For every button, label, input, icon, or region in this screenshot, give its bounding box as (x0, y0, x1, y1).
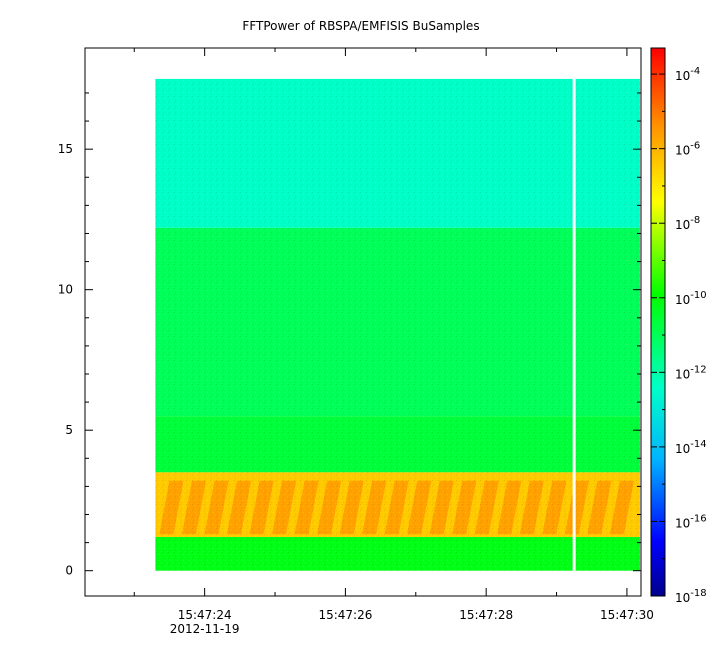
colorbar-tick-label: 10-16 (675, 513, 707, 530)
y-tick-label: 15 (58, 142, 73, 156)
colorbar-ticks: 10-4 10-6 10-8 10-10 10-12 10-14 10-16 10-18 (651, 66, 707, 605)
colorbar: 10-4 10-6 10-8 10-10 10-12 10-14 10-16 10-18 (650, 47, 707, 605)
x-date-label: 2012-11-19 (170, 622, 240, 636)
heatmap-texture (155, 78, 640, 571)
x-axis: 15:47:24 15:47:26 15:47:28 15:47:30 (133, 48, 654, 622)
x-tick-label: 15:47:30 (600, 608, 654, 622)
colorbar-tick-label: 10-12 (675, 364, 707, 381)
colorbar-scale (650, 47, 666, 597)
colorbar-tick-label: 10-18 (675, 588, 707, 605)
y-tick-label: 5 (65, 423, 73, 437)
chart-title: FFTPower of RBSPA/EMFISIS BuSamples (242, 19, 479, 33)
y-tick-label: 0 (65, 564, 73, 578)
y-axis: 0 5 10 15 (58, 92, 641, 578)
y-tick-label: 10 (58, 283, 73, 297)
colorbar-tick-label: 10-14 (675, 439, 707, 456)
x-tick-label: 15:47:28 (459, 608, 513, 622)
colorbar-tick-label: 10-4 (675, 66, 700, 83)
data-gap (572, 78, 576, 571)
colorbar-tick-label: 10-6 (675, 141, 700, 158)
colorbar-tick-label: 10-10 (675, 290, 707, 307)
x-tick-label: 15:47:26 (318, 608, 372, 622)
x-tick-label: 15:47:24 (178, 608, 232, 622)
colorbar-tick-label: 10-8 (675, 215, 700, 232)
